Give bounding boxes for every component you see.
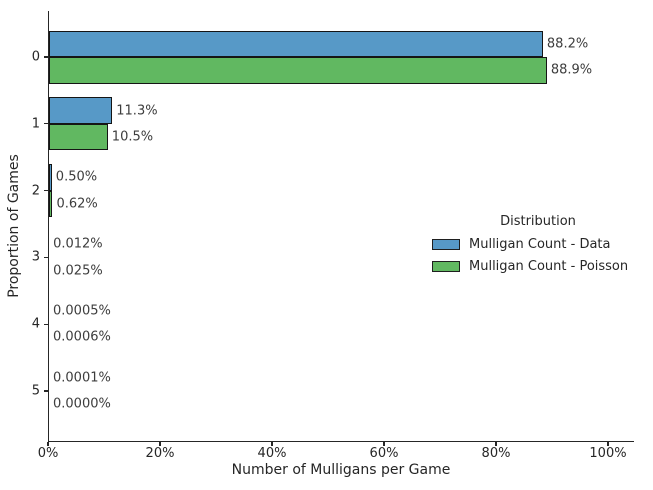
y-tick-mark-2 — [44, 189, 48, 192]
x-tick-mark-80% — [495, 442, 497, 446]
y-tick-label-2: 2 — [31, 183, 40, 199]
x-tick-label-40%: 40% — [257, 446, 287, 461]
bar-cat0-poisson — [49, 57, 547, 84]
x-tick-label-100%: 100% — [589, 446, 627, 461]
plot-area: 88.2% 11.3% 0.50% 0.012% 0.0005% 0.0001% 88.9%… — [48, 11, 634, 442]
x-tick-mark-40% — [271, 442, 273, 446]
y-tick-label-1: 1 — [31, 116, 40, 132]
y-tick-mark-3 — [44, 256, 48, 259]
x-tick-label-80%: 80% — [481, 446, 511, 461]
y-tick-mark-4 — [44, 323, 48, 325]
y-tick-label-4: 4 — [31, 316, 40, 332]
legend-label-poisson: Mulligan Count - Poisson — [469, 259, 629, 275]
legend-swatch-data — [432, 238, 460, 250]
x-tick-mark-20% — [159, 442, 161, 446]
x-tick-label-0%: 0% — [37, 446, 59, 461]
bar-value-label-cat0-data: 88.2% — [546, 36, 589, 52]
y-tick-mark-5 — [44, 390, 48, 392]
bar-value-label-cat3-data: 0.012% — [53, 236, 103, 252]
legend-swatch-poisson — [432, 261, 460, 273]
bar-value-label-cat5-data: 0.0001% — [53, 370, 111, 386]
bar-value-label-cat1-data: 11.3% — [116, 103, 158, 119]
y-tick-label-0: 0 — [31, 49, 40, 65]
x-tick-mark-100% — [607, 442, 609, 446]
bar-cat1-data — [49, 97, 113, 124]
x-tick-label-20%: 20% — [145, 446, 175, 461]
bar-value-label-cat4-data: 0.0005% — [53, 303, 111, 319]
bar-cat1-poisson — [49, 123, 108, 151]
bar-cat2-data — [49, 164, 52, 191]
bar-cat2-poisson — [49, 190, 53, 218]
bar-value-label-cat3-poisson: 0.025% — [53, 263, 103, 279]
y-tick-mark-0 — [44, 56, 48, 58]
bar-value-label-cat5-poisson: 0.0000% — [53, 396, 111, 412]
legend-label-data: Mulligan Count - Data — [469, 236, 611, 252]
y-tick-label-5: 5 — [31, 383, 40, 399]
x-tick-mark-60% — [383, 442, 385, 446]
bar-value-label-cat2-data: 0.50% — [55, 169, 98, 185]
bar-cat0-data — [49, 30, 543, 57]
y-tick-label-3: 3 — [31, 249, 40, 265]
x-tick-label-60%: 60% — [369, 446, 399, 461]
bar-value-label-cat2-poisson: 0.62% — [56, 196, 98, 212]
bar-value-label-cat0-poisson: 88.9% — [550, 62, 593, 78]
legend-entry-poisson: Mulligan Count - Poisson — [432, 259, 646, 275]
legend-title: Distribution — [500, 214, 576, 229]
x-axis-label: Number of Mulligans per Game — [231, 462, 451, 478]
bar-value-label-cat1-poisson: 10.5% — [111, 129, 154, 145]
x-tick-mark-0% — [47, 442, 49, 446]
bar-value-label-cat4-poisson: 0.0006% — [53, 329, 111, 345]
legend-entry-data: Mulligan Count - Data — [432, 237, 646, 253]
y-axis-label: Proportion of Games — [6, 154, 22, 298]
legend: Distribution Mulligan Count - Data Mulli… — [430, 214, 646, 275]
y-tick-mark-1 — [44, 123, 48, 125]
